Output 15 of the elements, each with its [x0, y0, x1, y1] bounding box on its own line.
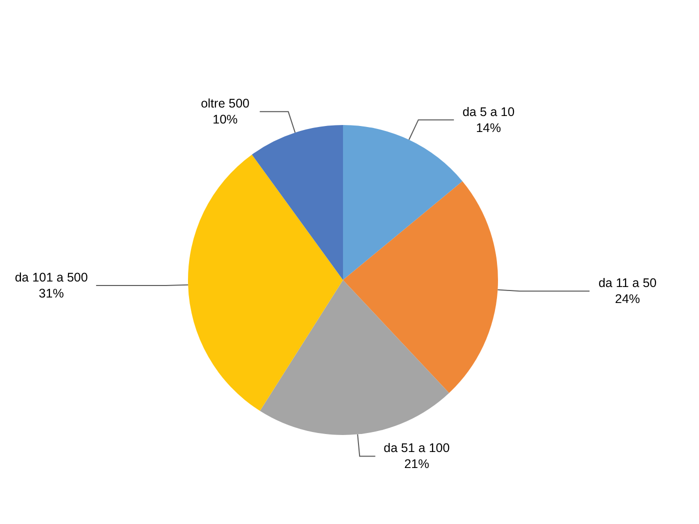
data-label: 31%	[38, 286, 64, 301]
slice-label: oltre 500	[200, 96, 250, 111]
pie-slice	[260, 280, 450, 435]
data-label: 24%	[615, 292, 640, 306]
slice-label: da 101 a 500	[14, 270, 88, 285]
data-label: 10%	[212, 112, 238, 127]
slice-label: da 5 a 10	[462, 104, 515, 119]
pie-slice	[252, 125, 343, 280]
pie-slice	[343, 181, 498, 393]
data-label: 14%	[476, 120, 502, 135]
pie-slice	[188, 154, 343, 411]
pie-slice	[343, 125, 462, 280]
slice-label: da 51 a 100	[384, 441, 450, 456]
data-label: 21%	[404, 457, 430, 472]
slice-label: da 11 a 50	[598, 276, 657, 290]
